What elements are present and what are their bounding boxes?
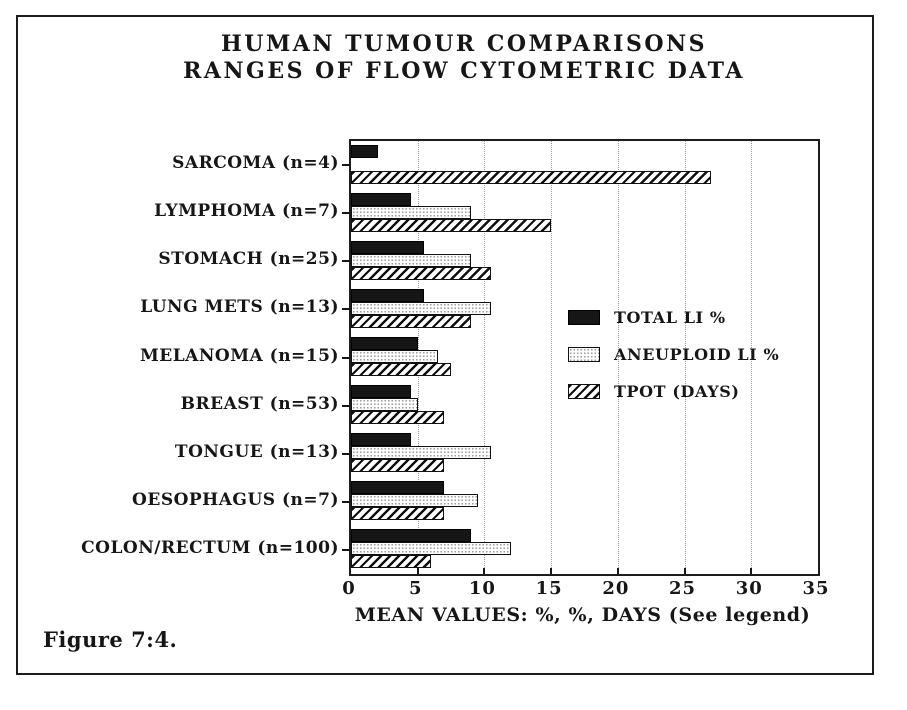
legend: TOTAL LI % ANEUPLOID LI % TPOT (DAYS) xyxy=(568,308,779,401)
bar-tpot-days-melanoma-n-15 xyxy=(351,362,452,376)
legend-swatch-stipple-icon xyxy=(568,347,600,362)
category-label-lymphoma-n-7: LYMPHOMA (n=7) xyxy=(154,201,339,222)
x-tick-label-25: 25 xyxy=(669,578,697,599)
bar-aneuploid-li-lung-mets-n-13 xyxy=(351,301,492,315)
figure-caption: Figure 7:4. xyxy=(43,627,178,652)
legend-label: TOTAL LI % xyxy=(614,308,726,327)
gridline-30 xyxy=(751,141,753,574)
bar-tpot-days-tongue-n-13 xyxy=(351,459,445,473)
bar-total-li-lymphoma-n-7 xyxy=(351,192,412,206)
legend-label: ANEUPLOID LI % xyxy=(614,345,780,364)
gridline-10 xyxy=(484,141,486,574)
bar-total-li-breast-n-53 xyxy=(351,385,412,399)
category-label-oesophagus-n-7: OESOPHAGUS (n=7) xyxy=(132,489,339,510)
bar-total-li-lung-mets-n-13 xyxy=(351,288,425,302)
bar-aneuploid-li-oesophagus-n-7 xyxy=(351,494,478,508)
bar-aneuploid-li-stomach-n-25 xyxy=(351,253,472,267)
y-axis-tick xyxy=(342,404,350,407)
x-tick-label-20: 20 xyxy=(602,578,630,599)
chart-title-line1: HUMAN TUMOUR COMPARISONS xyxy=(220,31,708,57)
bar-tpot-days-lymphoma-n-7 xyxy=(351,218,552,232)
bar-total-li-sarcoma-n-4 xyxy=(351,144,378,158)
legend-swatch-solid-black-icon xyxy=(568,310,600,325)
y-axis-tick xyxy=(342,356,350,359)
x-axis-tick-30 xyxy=(750,568,753,574)
x-axis-tick-15 xyxy=(550,568,553,574)
bar-total-li-oesophagus-n-7 xyxy=(351,481,445,495)
y-axis-tick xyxy=(342,164,350,167)
bar-aneuploid-li-tongue-n-13 xyxy=(351,446,492,460)
x-tick-label-30: 30 xyxy=(735,578,763,599)
legend-item-aneuploid-li: ANEUPLOID LI % xyxy=(568,345,779,364)
bar-total-li-stomach-n-25 xyxy=(351,240,425,254)
category-label-melanoma-n-15: MELANOMA (n=15) xyxy=(139,345,339,366)
chart-title: HUMAN TUMOUR COMPARISONS RANGES OF FLOW … xyxy=(104,31,824,85)
gridline-15 xyxy=(551,141,553,574)
y-axis-tick xyxy=(342,548,350,551)
bar-tpot-days-oesophagus-n-7 xyxy=(351,507,445,521)
legend-item-total-li: TOTAL LI % xyxy=(568,308,779,327)
x-tick-label-15: 15 xyxy=(535,578,563,599)
gridline-20 xyxy=(617,141,619,574)
x-tick-label-0: 0 xyxy=(342,578,356,599)
bar-total-li-colon-rectum-n-100 xyxy=(351,529,472,543)
bar-tpot-days-colon-rectum-n-100 xyxy=(351,555,432,569)
bar-aneuploid-li-lymphoma-n-7 xyxy=(351,205,472,219)
category-label-stomach-n-25: STOMACH (n=25) xyxy=(158,249,339,270)
legend-swatch-hatch-icon xyxy=(568,384,600,399)
x-tick-label-35: 35 xyxy=(802,578,830,599)
bar-aneuploid-li-colon-rectum-n-100 xyxy=(351,542,512,556)
category-label-lung-mets-n-13: LUNG METS (n=13) xyxy=(140,297,339,318)
bar-aneuploid-li-melanoma-n-15 xyxy=(351,349,438,363)
bar-tpot-days-sarcoma-n-4 xyxy=(351,170,712,184)
y-axis-tick xyxy=(342,500,350,503)
x-axis-tick-25 xyxy=(683,568,686,574)
y-axis-tick xyxy=(342,260,350,263)
x-tick-label-10: 10 xyxy=(468,578,496,599)
category-label-tongue-n-13: TONGUE (n=13) xyxy=(174,441,339,462)
bar-tpot-days-breast-n-53 xyxy=(351,411,445,425)
y-axis-tick xyxy=(342,452,350,455)
category-label-sarcoma-n-4: SARCOMA (n=4) xyxy=(172,153,339,174)
y-axis-tick xyxy=(342,308,350,311)
x-tick-label-5: 5 xyxy=(408,578,423,599)
bar-tpot-days-stomach-n-25 xyxy=(351,266,492,280)
category-label-colon-rectum-n-100: COLON/RECTUM (n=100) xyxy=(81,537,339,558)
x-axis-tick-10 xyxy=(483,568,486,574)
y-axis-tick xyxy=(342,212,350,215)
category-label-breast-n-53: BREAST (n=53) xyxy=(180,393,339,414)
bar-tpot-days-lung-mets-n-13 xyxy=(351,314,472,328)
gridline-25 xyxy=(684,141,686,574)
bar-total-li-melanoma-n-15 xyxy=(351,336,418,350)
x-axis-label: MEAN VALUES: %, %, DAYS (See legend) xyxy=(354,604,811,626)
bar-total-li-tongue-n-13 xyxy=(351,433,412,447)
x-axis-tick-5 xyxy=(416,568,419,574)
legend-item-tpot: TPOT (DAYS) xyxy=(568,382,779,401)
chart-title-line2: RANGES OF FLOW CYTOMETRIC DATA xyxy=(183,58,745,84)
bar-aneuploid-li-breast-n-53 xyxy=(351,398,418,412)
x-axis-tick-20 xyxy=(616,568,619,574)
legend-label: TPOT (DAYS) xyxy=(614,382,740,401)
